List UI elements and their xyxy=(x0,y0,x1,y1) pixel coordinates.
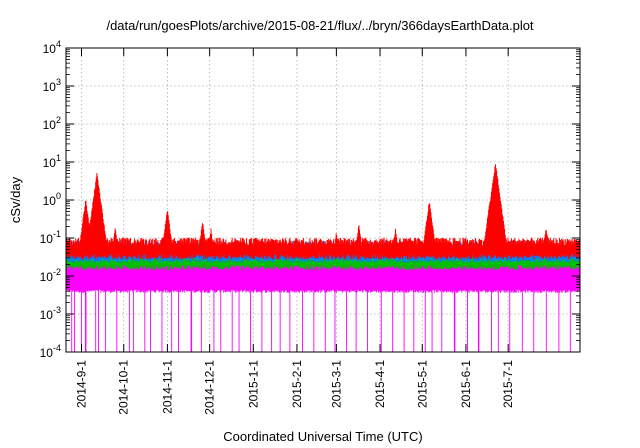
series-flux-band xyxy=(66,256,580,352)
x-tick-label: 2014-12-1 xyxy=(203,360,217,415)
y-tick-label: 102 xyxy=(43,115,61,132)
x-tick-label: 2015-4-1 xyxy=(373,360,387,408)
chart-title: /data/run/goesPlots/archive/2015-08-21/f… xyxy=(106,18,533,33)
y-axis-label: cSv/day xyxy=(8,176,23,223)
x-tick-label: 2015-5-1 xyxy=(415,360,429,408)
ticks xyxy=(66,47,580,353)
y-tick-label: 10-3 xyxy=(40,305,61,322)
y-tick-label: 10-4 xyxy=(40,343,61,360)
y-tick-label: 104 xyxy=(43,39,61,56)
grid xyxy=(66,48,580,352)
x-tick-label: 2014-11-1 xyxy=(160,360,174,414)
y-tick-label: 10-1 xyxy=(40,229,61,246)
y-tick-labels: 10-4 10-3 10-2 10-1 100 101 102 103 104 xyxy=(40,39,61,360)
series-flux-line xyxy=(66,164,580,260)
series-layer xyxy=(66,164,580,352)
x-tick-label: 2015-1-1 xyxy=(246,360,260,408)
y-tick-label: 100 xyxy=(43,191,61,208)
y-tick-label: 101 xyxy=(43,153,61,170)
x-tick-label: 2015-6-1 xyxy=(459,360,473,408)
x-tick-label: 2015-2-1 xyxy=(290,360,304,408)
x-tick-labels: 2014-9-1 2014-10-1 2014-11-1 2014-12-1 2015-… xyxy=(74,360,515,415)
x-tick-label: 2014-9-1 xyxy=(74,360,88,408)
y-tick-label: 103 xyxy=(43,77,61,94)
x-axis-label: Coordinated Universal Time (UTC) xyxy=(223,429,422,444)
x-tick-label: 2014-10-1 xyxy=(117,360,131,415)
x-tick-label: 2015-3-1 xyxy=(329,360,343,408)
y-tick-label: 10-2 xyxy=(40,267,61,284)
x-tick-label: 2015-7-1 xyxy=(501,360,515,408)
